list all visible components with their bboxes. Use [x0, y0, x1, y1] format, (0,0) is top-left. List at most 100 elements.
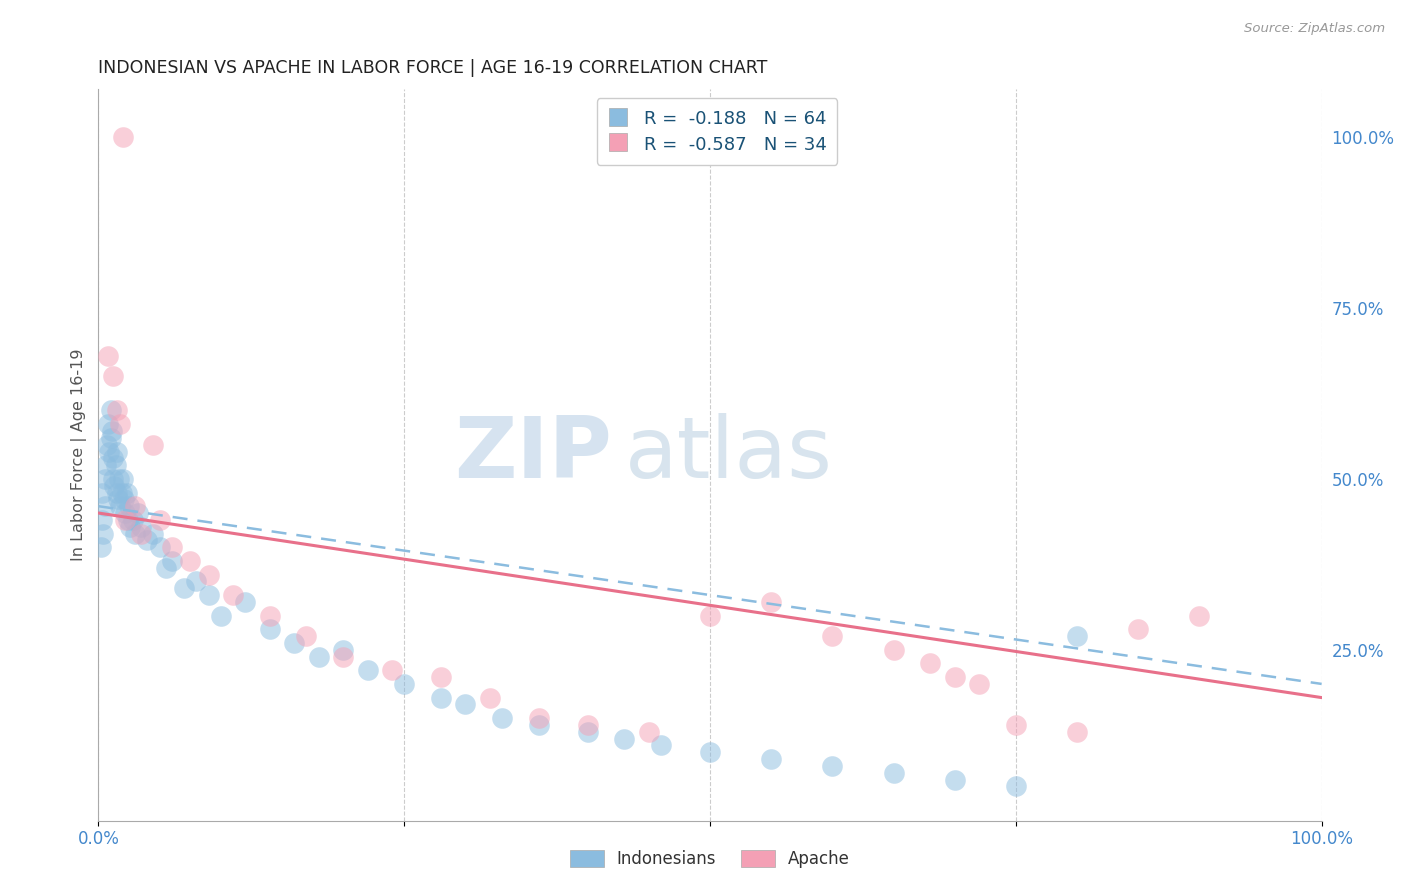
Point [90, 540, 112, 554]
Point [97, 417, 120, 432]
Point [576, 724, 599, 739]
Point [197, 588, 219, 602]
Point [222, 588, 245, 602]
Point [114, 506, 136, 520]
Point [114, 513, 136, 527]
Text: ZIP: ZIP [454, 413, 612, 497]
Point [332, 649, 354, 664]
Point [101, 451, 124, 466]
Point [91, 526, 114, 541]
Point [638, 724, 661, 739]
Point [454, 698, 477, 712]
Point [491, 711, 513, 725]
Point [576, 718, 599, 732]
Point [110, 417, 132, 432]
Point [94, 458, 117, 472]
Text: INDONESIAN VS APACHE IN LABOR FORCE | AGE 16-19 CORRELATION CHART: INDONESIAN VS APACHE IN LABOR FORCE | AG… [98, 59, 768, 77]
Point [883, 765, 905, 780]
Y-axis label: In Labor Force | Age 16-19: In Labor Force | Age 16-19 [72, 349, 87, 561]
Point [381, 663, 404, 677]
Point [117, 513, 139, 527]
Point [149, 513, 172, 527]
Point [527, 718, 550, 732]
Point [111, 472, 134, 486]
Point [142, 526, 165, 541]
Point [1004, 780, 1026, 794]
Point [209, 608, 232, 623]
Point [120, 519, 142, 533]
Point [1004, 718, 1026, 732]
Point [1188, 608, 1211, 623]
Point [108, 472, 131, 486]
Point [160, 554, 183, 568]
Point [107, 492, 129, 507]
Point [920, 657, 942, 671]
Text: atlas: atlas [624, 413, 832, 497]
Point [110, 499, 132, 513]
Point [478, 690, 501, 705]
Point [111, 485, 134, 500]
Point [430, 670, 453, 684]
Point [1066, 629, 1088, 643]
Point [883, 642, 905, 657]
Point [124, 526, 146, 541]
Legend: Indonesians, Apache: Indonesians, Apache [564, 843, 856, 874]
Point [129, 526, 152, 541]
Point [179, 554, 201, 568]
Point [197, 567, 219, 582]
Point [100, 403, 122, 417]
Point [105, 403, 128, 417]
Point [1066, 724, 1088, 739]
Point [93, 472, 115, 486]
Point [295, 629, 318, 643]
Point [127, 506, 149, 520]
Point [613, 731, 636, 746]
Point [332, 642, 354, 657]
Point [101, 472, 124, 486]
Point [112, 492, 135, 507]
Point [943, 772, 966, 787]
Point [283, 636, 305, 650]
Point [173, 581, 195, 595]
Point [943, 670, 966, 684]
Point [93, 499, 115, 513]
Point [111, 130, 134, 145]
Point [105, 444, 128, 458]
Point [118, 499, 141, 513]
Point [96, 438, 118, 452]
Point [91, 485, 114, 500]
Point [160, 540, 183, 554]
Point [699, 608, 721, 623]
Point [97, 349, 120, 363]
Point [98, 444, 121, 458]
Point [149, 540, 172, 554]
Point [650, 739, 672, 753]
Point [155, 560, 177, 574]
Point [821, 629, 844, 643]
Point [136, 533, 159, 548]
Point [761, 595, 783, 609]
Point [699, 745, 721, 759]
Point [308, 649, 330, 664]
Point [259, 608, 281, 623]
Point [1128, 622, 1150, 636]
Point [967, 677, 990, 691]
Point [259, 622, 281, 636]
Text: Source: ZipAtlas.com: Source: ZipAtlas.com [1244, 22, 1385, 36]
Point [91, 513, 114, 527]
Point [761, 752, 783, 766]
Point [115, 485, 138, 500]
Point [103, 478, 125, 492]
Point [142, 438, 165, 452]
Point [101, 424, 124, 438]
Point [430, 690, 453, 705]
Point [186, 574, 208, 589]
Point [124, 499, 146, 513]
Point [527, 711, 550, 725]
Point [356, 663, 378, 677]
Point [233, 595, 256, 609]
Point [129, 519, 152, 533]
Point [105, 485, 128, 500]
Point [821, 759, 844, 773]
Point [121, 513, 143, 527]
